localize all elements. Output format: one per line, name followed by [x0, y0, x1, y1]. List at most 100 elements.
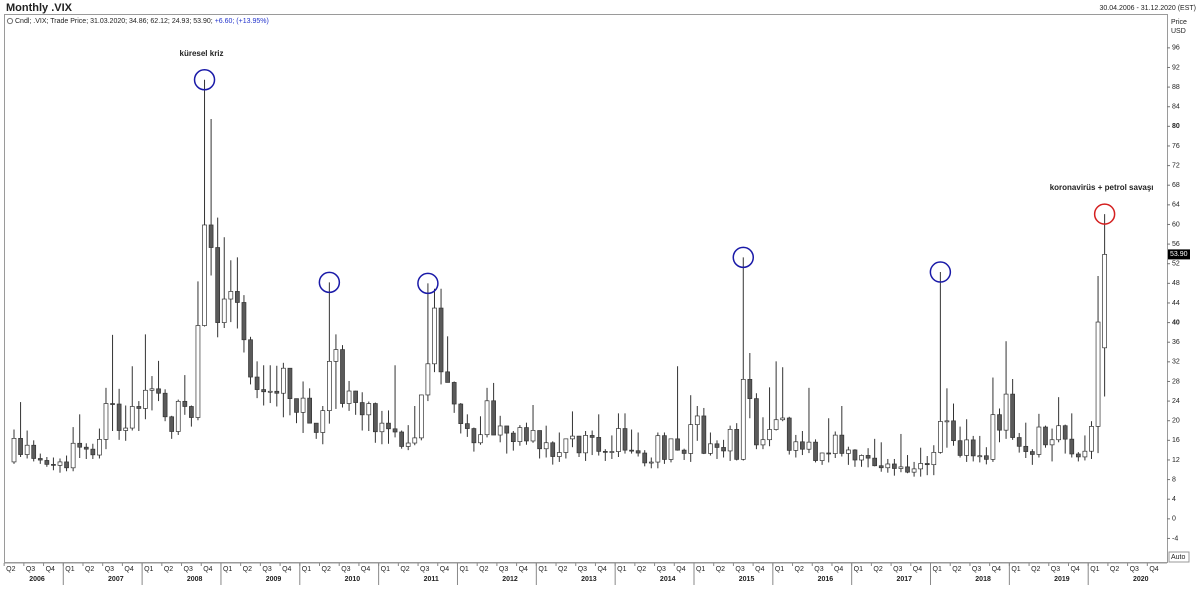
- x-tick-label: Q3: [26, 566, 35, 573]
- x-tick-label: Q3: [105, 566, 114, 573]
- candle-body: [458, 403, 464, 425]
- highlight-circle: [1093, 203, 1116, 225]
- x-tick-label: Q2: [85, 566, 94, 573]
- x-tick-label: Q1: [933, 566, 942, 573]
- candle-body: [964, 439, 970, 456]
- candle-body: [589, 435, 595, 438]
- axis-title: Price: [1171, 19, 1187, 26]
- candle-body: [228, 291, 234, 300]
- x-tick-label: Q2: [873, 566, 882, 573]
- y-tick-label: 16: [1172, 437, 1180, 444]
- candle-body: [556, 452, 562, 457]
- x-tick-label: Q4: [834, 566, 843, 573]
- candle-body: [911, 468, 917, 473]
- x-tick-label: Q1: [1011, 566, 1020, 573]
- candle-body: [1003, 393, 1009, 431]
- candle-body: [425, 363, 431, 396]
- candle-body: [819, 452, 825, 461]
- x-tick-label: Q1: [65, 566, 74, 573]
- candle-body: [668, 438, 674, 460]
- candle-body: [773, 419, 779, 430]
- candle-body: [70, 442, 76, 469]
- auto-button[interactable]: [1168, 551, 1190, 563]
- candle-body: [596, 437, 602, 452]
- candle-body: [11, 438, 17, 463]
- candle-body: [852, 449, 858, 461]
- candle-body: [537, 430, 542, 450]
- candle-body: [37, 458, 43, 461]
- candle-body: [727, 429, 733, 452]
- x-tick-label: Q4: [124, 566, 133, 573]
- x-tick-label: Q4: [203, 566, 212, 573]
- candle-body: [274, 390, 280, 394]
- y-tick-label: 52: [1172, 261, 1180, 268]
- candle-body: [859, 455, 864, 461]
- candle-body: [208, 224, 214, 248]
- x-tick-label: Q4: [282, 566, 291, 573]
- y-tick-label: 28: [1172, 378, 1180, 385]
- x-tick-label: Q3: [499, 566, 508, 573]
- candle-body: [944, 420, 950, 423]
- y-tick-label: 76: [1172, 143, 1180, 150]
- candle-body: [642, 452, 648, 464]
- chart-title: Monthly .VIX: [6, 2, 73, 14]
- y-tick-label: 88: [1172, 84, 1180, 91]
- candle-body: [379, 422, 385, 433]
- candle-body: [241, 302, 247, 341]
- candle-body: [622, 428, 628, 451]
- candle-body: [366, 403, 372, 416]
- candle-body: [583, 435, 588, 454]
- year-label: 2018: [975, 576, 991, 583]
- annotation: küresel kriz: [180, 49, 224, 58]
- candle-body: [24, 444, 30, 455]
- y-tick-label: 96: [1172, 45, 1180, 52]
- y-tick-label: 32: [1172, 359, 1180, 366]
- candle-body: [609, 451, 615, 453]
- candle-body: [287, 367, 293, 399]
- candle-body: [655, 435, 661, 463]
- x-tick-label: Q1: [617, 566, 626, 573]
- candle-body: [1095, 321, 1101, 427]
- candle-body: [418, 394, 424, 439]
- x-tick-label: Q2: [1110, 566, 1119, 573]
- x-tick-label: Q2: [1031, 566, 1040, 573]
- year-label: 2010: [345, 576, 361, 583]
- candle-body: [563, 438, 569, 453]
- candle-body: [938, 421, 943, 453]
- legend-text: Cndl; .VIX; Trade Price; 31.03.2020; 34.…: [15, 18, 213, 25]
- year-label: 2007: [108, 576, 124, 583]
- x-tick-label: Q1: [223, 566, 232, 573]
- candle-body: [990, 414, 996, 460]
- candle-body: [1010, 393, 1015, 438]
- candle-body: [1036, 426, 1042, 455]
- candle-body: [340, 349, 345, 404]
- legend-row: Cndl; .VIX; Trade Price; 31.03.2020; 34.…: [15, 18, 269, 25]
- y-tick-label: 68: [1172, 182, 1180, 189]
- x-tick-label: Q4: [361, 566, 370, 573]
- candle-body: [386, 422, 391, 430]
- y-tick-label: 44: [1172, 300, 1180, 307]
- legend-change: +6.60; (+13.95%): [215, 18, 269, 25]
- candle-body: [103, 403, 109, 440]
- x-tick-label: Q2: [322, 566, 331, 573]
- candle-body: [202, 224, 207, 326]
- candle-body: [313, 422, 319, 433]
- candle-body: [1029, 451, 1035, 455]
- candle-body: [359, 402, 365, 416]
- candle-body: [951, 420, 956, 442]
- x-tick-label: Q3: [420, 566, 429, 573]
- candle-body: [570, 435, 575, 440]
- auto-label[interactable]: Auto: [1171, 554, 1186, 561]
- candle-body: [694, 415, 700, 425]
- candle-body: [1069, 438, 1075, 455]
- candle-body: [392, 428, 398, 433]
- candle-body: [918, 463, 924, 470]
- x-tick-label: Q4: [519, 566, 528, 573]
- x-tick-label: Q1: [854, 566, 863, 573]
- x-tick-label: Q3: [1130, 566, 1139, 573]
- candle-body: [984, 455, 989, 460]
- candle-body: [307, 397, 312, 424]
- x-tick-label: Q4: [597, 566, 606, 573]
- candle-body: [484, 400, 490, 436]
